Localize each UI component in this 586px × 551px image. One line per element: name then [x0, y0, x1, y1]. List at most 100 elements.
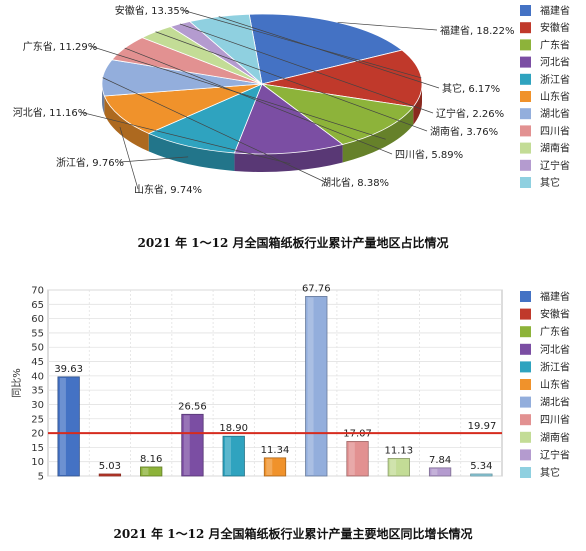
pie-legend-label-item-11: 其它 [540, 176, 560, 189]
bar-legend-label-item-5: 浙江省 [540, 360, 570, 373]
pie-leader-item-9 [155, 31, 428, 132]
bar-legend-label-item-7: 湖北省 [540, 396, 570, 409]
pie-side-item-4 [234, 144, 343, 172]
pie-side-item-2 [413, 84, 422, 125]
pie-label-item-11: 其它, 6.17% [442, 82, 500, 95]
pie-leader-item-10 [179, 23, 434, 114]
pie-leader-item-11 [218, 16, 440, 89]
bar-value-label-item-5: 18.90 [219, 423, 248, 434]
bar-legend-swatch-item-3 [520, 326, 531, 338]
pie-slice-item-3 [261, 83, 414, 145]
pie-legend-swatch-item-11 [520, 177, 531, 188]
pie-side-item-3 [342, 106, 414, 163]
bar-highlight-item-7 [307, 297, 314, 475]
bar-item-10 [428, 467, 452, 477]
bar-y-tick-7: 35 [31, 386, 44, 397]
bar-highlight-item-10 [431, 468, 438, 475]
bar-item-6 [263, 457, 287, 477]
bar-legend-label-item-1: 福建省 [540, 290, 570, 303]
pie-legend-label-item-10: 辽宁省 [540, 159, 570, 172]
pie-label-item-2: 安徽省, 13.35% [115, 4, 190, 17]
pie-label-item-9: 湖南省, 3.76% [430, 125, 498, 138]
pie-label-item-6: 山东省, 9.74% [134, 183, 202, 196]
pie-label-item-8: 四川省, 5.89% [395, 148, 463, 161]
bar-legend-swatch-item-5 [520, 361, 531, 373]
pie-leader-item-4 [79, 111, 291, 165]
pie-legend-label-item-5: 浙江省 [540, 73, 570, 86]
pie-label-item-10: 辽宁省, 2.26% [436, 107, 504, 120]
bar-legend-label-item-9: 湖南省 [540, 431, 570, 444]
pie-legend-label-item-6: 山东省 [540, 90, 570, 103]
bar-legend-swatch-item-10 [520, 449, 531, 461]
bar-legend-swatch-item-2 [520, 308, 531, 320]
bar-legend-label-item-10: 辽宁省 [540, 448, 570, 461]
pie-slice-item-11 [188, 13, 263, 86]
bar-y-tick-9: 45 [31, 357, 44, 368]
bar-plot-area [47, 289, 503, 477]
pie-slices [101, 13, 423, 155]
bar-highlight-item-1 [59, 377, 66, 475]
pie-label-item-4: 河北省, 11.16% [13, 106, 88, 119]
pie-legend-label-item-2: 安徽省 [540, 21, 570, 34]
bar-legend-swatch-item-11 [520, 467, 531, 478]
bar-value-label-item-4: 26.56 [178, 401, 207, 412]
pie-label-item-1: 福建省, 18.22% [440, 24, 515, 37]
bar-y-tick-6: 30 [31, 400, 44, 411]
pie-leader-item-5 [119, 156, 189, 163]
pie-label-item-3: 广东省, 11.29% [23, 40, 98, 53]
pie-leader-item-7 [102, 77, 326, 183]
bar-value-label-item-11: 5.34 [470, 461, 492, 472]
bar-legend-swatch-item-7 [520, 396, 531, 408]
bar-y-tick-2: 10 [31, 457, 44, 468]
pie-legend-label-item-3: 广东省 [540, 38, 570, 51]
pie-legend-swatch-item-6 [520, 91, 531, 102]
pie-legend-swatch-item-5 [520, 73, 531, 85]
bar-legend-label-item-4: 河北省 [540, 343, 570, 356]
bar-y-tick-3: 15 [31, 443, 44, 454]
bar-value-label-item-1: 39.63 [54, 364, 83, 375]
bar-y-tick-11: 55 [31, 328, 44, 339]
pie-legend-swatch-item-3 [520, 39, 531, 51]
bar-highlight-item-3 [142, 467, 149, 475]
pie-legend-swatch-item-4 [520, 56, 531, 68]
bar-y-tick-4: 20 [31, 429, 44, 440]
bar-legend-swatch-item-9 [520, 431, 531, 443]
bar-legend-label-item-6: 山东省 [540, 378, 570, 391]
bar-highlight-item-5 [224, 437, 232, 475]
pie-labels: 福建省, 18.22% 安徽省, 13.35% 广东省, 11.29% 河北省, 11… [13, 4, 515, 196]
bar-value-label-item-7: 67.76 [302, 283, 331, 294]
bar-value-label-item-2: 5.03 [99, 461, 121, 472]
bar-item-9 [387, 458, 410, 477]
pie-leader-item-6 [119, 126, 139, 190]
bar-y-ticks: 5 10 15 20 25 30 35 40 45 50 55 60 65 70 [31, 286, 44, 483]
bar-item-2 [98, 473, 122, 477]
bar-y-tick-10: 50 [31, 343, 44, 354]
pie-legend-swatch-item-8 [520, 125, 531, 137]
pie-chart: 福建省, 18.22% 安徽省, 13.35% 广东省, 11.29% 河北省, 11… [13, 4, 570, 196]
bar-value-label-item-6: 11.34 [261, 445, 290, 456]
pie-legend-label-item-7: 湖北省 [540, 107, 570, 120]
bar-highlight-item-9 [390, 459, 397, 475]
bar-y-axis-label: 同比% [11, 368, 23, 398]
bar-legend-label-item-3: 广东省 [540, 325, 570, 338]
bar-y-tick-8: 40 [31, 371, 44, 382]
bar-legend-swatch-item-6 [520, 379, 531, 390]
pie-leader-item-8 [124, 47, 393, 155]
bar-legend-swatch-item-4 [520, 343, 531, 355]
pie-legend-swatch-item-9 [520, 142, 531, 154]
bar-item-1 [57, 376, 80, 477]
bar-legend-swatch-item-1 [520, 291, 531, 302]
bar-item-11 [470, 473, 493, 477]
bar-legend-label-item-2: 安徽省 [540, 308, 570, 321]
bar-y-tick-13: 65 [31, 300, 44, 311]
bar-legend-swatch-item-8 [520, 414, 531, 426]
bar-legend-label-item-8: 四川省 [540, 413, 570, 426]
bar-reference-label: 19.97 [468, 421, 497, 432]
pie-legend-label-item-1: 福建省 [540, 4, 570, 17]
pie-slice-item-4 [233, 83, 344, 155]
pie-slice-item-6 [103, 83, 263, 134]
bar-item-4 [181, 413, 204, 477]
bar-value-label-item-10: 7.84 [429, 455, 451, 466]
